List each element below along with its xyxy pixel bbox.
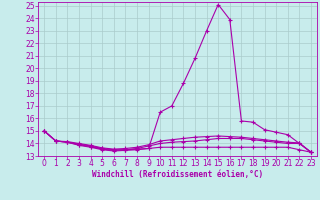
X-axis label: Windchill (Refroidissement éolien,°C): Windchill (Refroidissement éolien,°C) bbox=[92, 170, 263, 179]
